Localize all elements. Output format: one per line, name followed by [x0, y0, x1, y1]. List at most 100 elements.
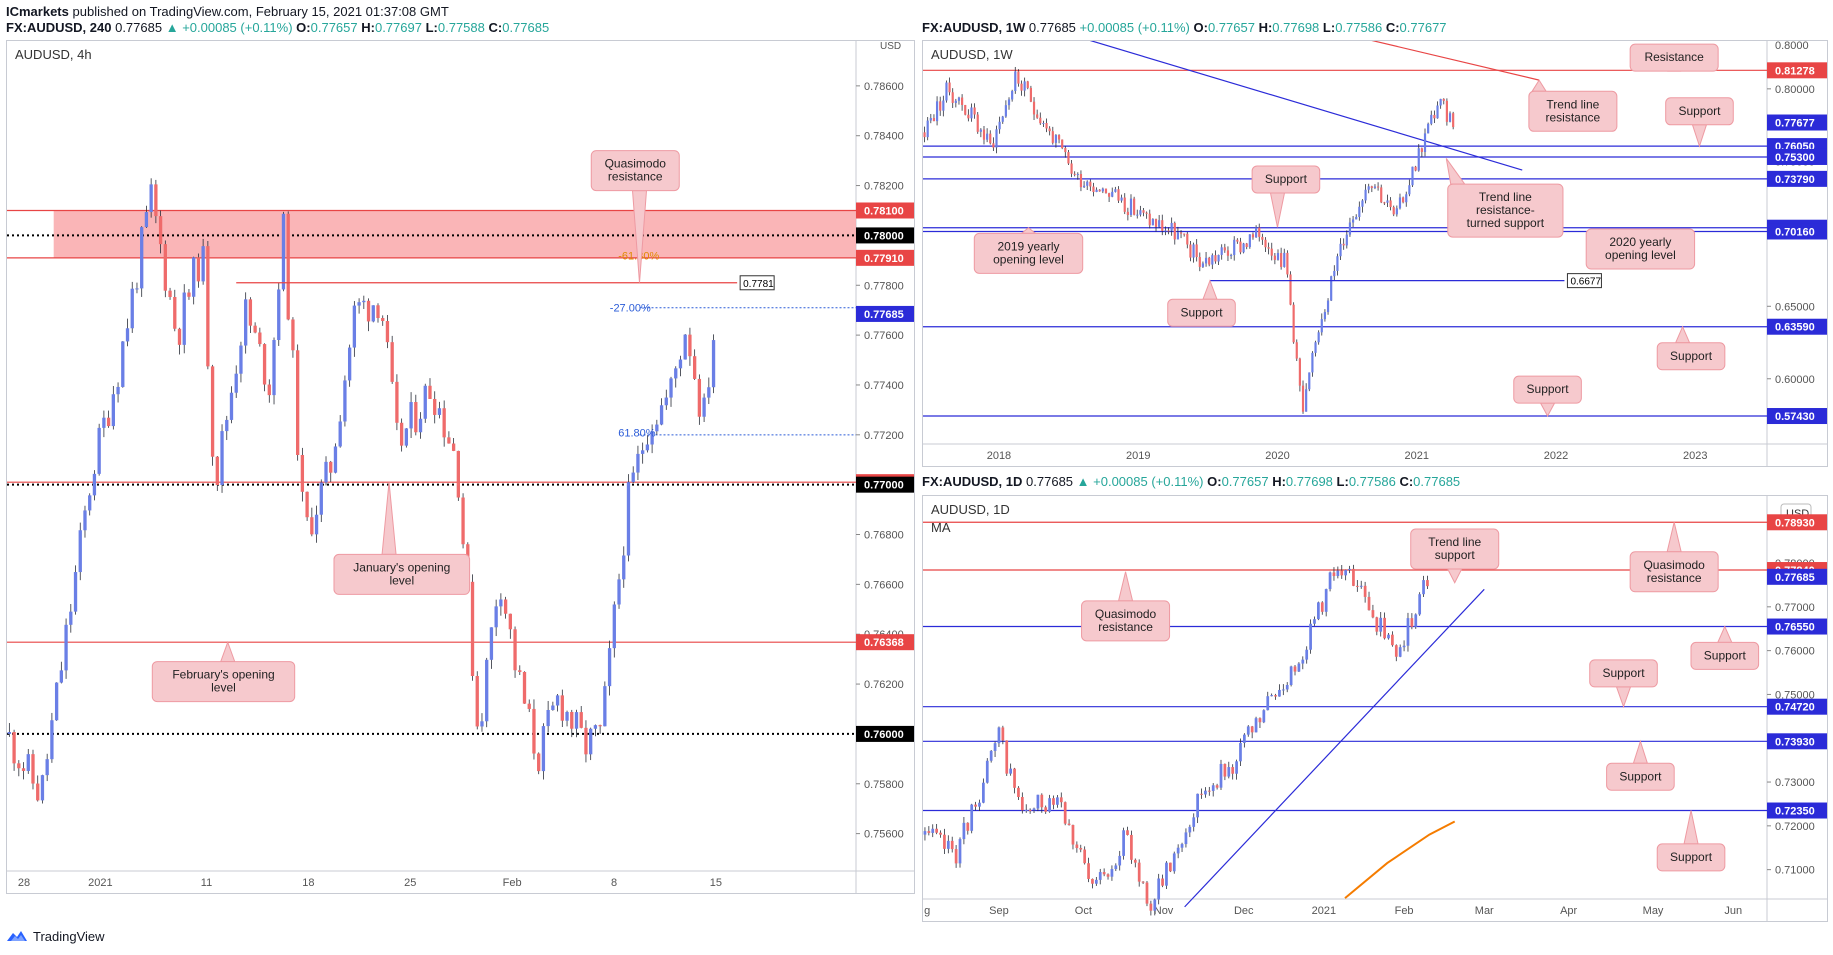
w1-chart[interactable]: 0.800000.750000.700000.650000.600000.800…	[923, 30, 1827, 466]
w1-candle	[1211, 255, 1214, 265]
w1-candle	[1430, 114, 1433, 124]
h4-candle	[244, 299, 248, 346]
h4-candle	[390, 342, 394, 382]
w1-candle	[1361, 200, 1364, 207]
h4-candle	[196, 257, 201, 282]
w1-candle	[1154, 219, 1158, 227]
w1-candle	[1067, 152, 1070, 164]
d1-chart-panel[interactable]: 0.780000.770000.760000.750000.730000.720…	[922, 495, 1828, 922]
d1-callout-text: support	[1435, 548, 1476, 562]
h4-candle	[451, 443, 456, 451]
w1-candle	[1086, 181, 1089, 186]
d1-close: 0.77685	[1413, 474, 1461, 489]
w1-x-tick-label: 2019	[1126, 450, 1150, 462]
h4-candle	[664, 397, 668, 406]
w1-candle	[1029, 87, 1033, 102]
w1-callout-box	[1513, 375, 1582, 404]
w1-candle	[1201, 263, 1205, 267]
d1-candle	[1036, 794, 1040, 809]
d1-candle	[1398, 647, 1402, 657]
d1-candle	[939, 832, 942, 835]
h4-x-tick-label: 8	[611, 877, 617, 889]
d1-candle	[1211, 785, 1215, 791]
d1-candle	[1083, 849, 1087, 864]
d1-candle	[1227, 767, 1231, 777]
d1-callout-text: Quasimodo	[1643, 558, 1705, 572]
h4-chart-panel[interactable]: 0.78600 0.78400 0.78200 0.77800 0.77600 0.774…	[6, 40, 915, 894]
h4-candle	[125, 328, 130, 342]
h4-candle	[229, 392, 234, 420]
h4-candle	[158, 216, 163, 245]
d1-candle	[1157, 878, 1161, 900]
h4-y-tick-label: 0.78200	[864, 181, 904, 193]
w1-candle	[1183, 233, 1186, 235]
h4-chart-title: AUDUSD, 4h	[15, 47, 92, 62]
d1-candle	[1207, 790, 1211, 792]
h4-open: 0.77657	[310, 20, 358, 35]
w1-candle	[1042, 123, 1045, 125]
d1-level-tag	[1767, 802, 1827, 819]
d1-candle	[1270, 695, 1274, 697]
h4-x-tick-label: Feb	[503, 877, 522, 889]
w1-candle	[1445, 100, 1448, 122]
h4-candle	[73, 572, 78, 612]
d1-candle	[1200, 793, 1203, 795]
d1-candle	[1383, 617, 1386, 639]
w1-candle	[945, 82, 948, 101]
h4-candle	[565, 711, 569, 721]
d1-x-tick-label: 2021	[1312, 905, 1336, 917]
d1-candle	[1418, 594, 1422, 615]
h4-candle	[135, 288, 139, 290]
w1-segment-label: 0.6677	[1570, 277, 1601, 288]
tradingview-footer[interactable]: TradingView	[6, 928, 105, 944]
h4-level-tag-label: 0.78100	[864, 205, 904, 217]
d1-chart[interactable]: 0.780000.770000.760000.750000.730000.720…	[923, 496, 1827, 921]
h4-level-tag-label: 0.76000	[864, 729, 904, 741]
w1-candle	[961, 97, 964, 105]
h4-x-tick-label: 28	[18, 877, 30, 889]
h4-x-tick-label: 2021	[88, 877, 112, 889]
d1-candle	[1028, 809, 1032, 811]
d1-y-tick-label: 0.77000	[1775, 602, 1815, 614]
h4-callout-pointer	[220, 640, 236, 663]
w1-candle	[1123, 197, 1126, 212]
w1-candle	[1092, 186, 1095, 193]
w1-level-tag-label: 0.75300	[1775, 152, 1815, 164]
w1-candle	[1195, 244, 1198, 258]
w1-candle	[1342, 243, 1345, 246]
h4-y-tick-label: 0.75800	[864, 779, 904, 791]
h4-candle	[678, 359, 683, 369]
w1-callout-pointer	[1202, 279, 1218, 300]
d1-candle	[993, 743, 997, 751]
w1-level-tag	[1767, 223, 1827, 240]
w1-candle	[923, 132, 926, 138]
publisher-name[interactable]: ICmarkets	[6, 4, 69, 19]
w1-high: 0.77698	[1272, 20, 1320, 35]
h4-candle	[385, 321, 390, 343]
h4-level-tag-label: 0.77000	[864, 480, 904, 492]
h4-candle	[645, 444, 650, 451]
w1-y-tick-label: 0.80000	[1775, 84, 1815, 96]
h4-candle	[88, 495, 92, 511]
h4-chart[interactable]: 0.78600 0.78400 0.78200 0.77800 0.77600 0.774…	[7, 41, 914, 893]
h4-candle	[234, 373, 238, 393]
d1-level-tag-label: 0.78930	[1775, 517, 1815, 529]
w1-level-tag	[1767, 62, 1827, 79]
d1-callout-text: Support	[1670, 850, 1713, 864]
d1-candle	[1071, 824, 1075, 845]
h4-last-price-label: 0.77685	[864, 309, 904, 321]
w1-callout-pointer	[1674, 325, 1691, 344]
d1-symbol-line: FX:AUDUSD, 1D 0.77685 ▲ +0.00085 (+0.11%…	[922, 474, 1461, 489]
w1-candle	[954, 100, 957, 103]
w1-candle	[1436, 105, 1439, 119]
d1-candle	[1394, 645, 1398, 657]
h4-candle	[130, 288, 134, 329]
h4-candle	[711, 340, 716, 388]
h4-last-price-tag	[856, 305, 914, 322]
d1-x-tick-label: g	[924, 905, 930, 917]
w1-candle	[1120, 197, 1123, 201]
d1-candle	[1153, 899, 1157, 911]
w1-chart-panel[interactable]: 0.800000.750000.700000.650000.600000.800…	[922, 30, 1828, 467]
w1-candle	[1295, 342, 1298, 359]
w1-candle	[1280, 253, 1283, 267]
